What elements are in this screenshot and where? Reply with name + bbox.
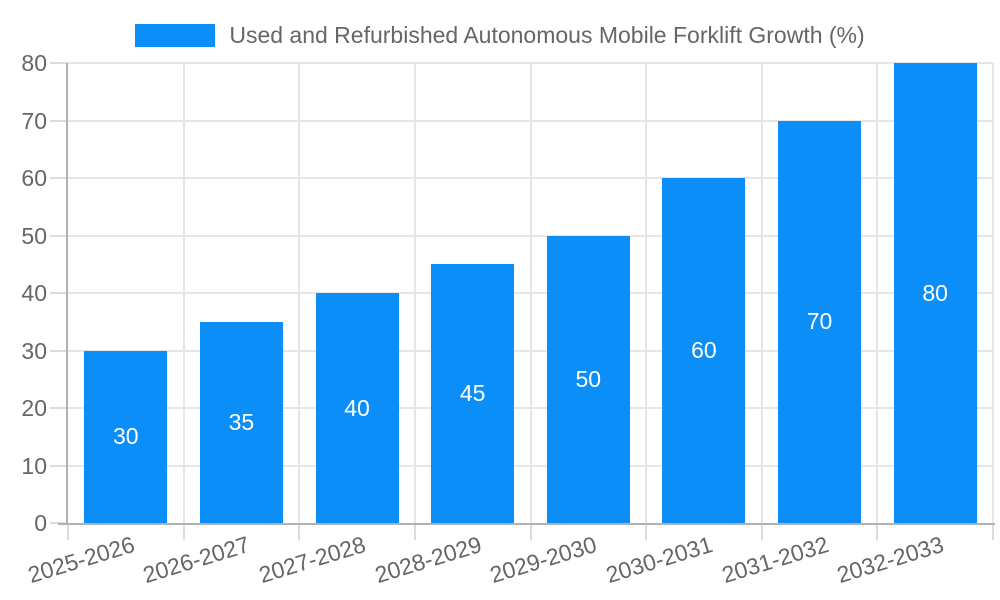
y-axis-tick (50, 349, 68, 352)
y-tick-label: 10 (21, 452, 47, 479)
y-axis-tick (50, 177, 68, 179)
x-tick-label: 2026-2027 (140, 531, 254, 589)
x-axis-tick (298, 523, 301, 540)
x-tick-label: 2025-2026 (24, 531, 138, 589)
vertical-gridline (182, 63, 185, 523)
y-axis-tick (50, 62, 68, 64)
bar-value-label: 30 (113, 423, 139, 450)
bar: 40 (315, 293, 399, 523)
legend-label: Used and Refurbished Autonomous Mobile F… (229, 22, 865, 48)
bar: 45 (431, 264, 515, 523)
vertical-gridline (760, 63, 763, 523)
legend-item[interactable]: Used and Refurbished Autonomous Mobile F… (0, 22, 1000, 48)
y-tick-label: 20 (21, 395, 47, 421)
x-axis-tick (876, 523, 879, 540)
vertical-gridline (992, 63, 994, 523)
x-axis-tick (760, 523, 763, 540)
y-axis-tick (50, 407, 68, 409)
vertical-gridline (529, 63, 532, 523)
x-axis-tick (992, 523, 994, 540)
x-tick-label: 2028-2029 (371, 531, 485, 589)
x-axis-tick (645, 523, 648, 540)
bar-value-label: 50 (575, 365, 602, 392)
bar: 30 (84, 350, 168, 523)
x-tick-label: 2029-2030 (487, 531, 600, 589)
x-axis-tick (413, 523, 416, 540)
legend-color-swatch (135, 23, 216, 47)
x-tick-label: 2032-2033 (833, 531, 947, 589)
x-axis-tick (67, 523, 69, 540)
x-tick-label: 2030-2031 (602, 531, 716, 589)
x-tick-label: 2027-2028 (255, 531, 369, 589)
y-tick-label: 80 (21, 50, 47, 76)
vertical-gridline (645, 63, 648, 523)
y-axis-tick (50, 464, 68, 467)
vertical-gridline (413, 63, 416, 523)
y-axis-tick (50, 292, 68, 294)
vertical-gridline (298, 63, 301, 523)
y-axis-tick (50, 119, 68, 122)
y-tick-label: 60 (21, 165, 47, 191)
bar: 80 (893, 63, 977, 523)
bar-value-label: 80 (922, 279, 948, 306)
y-tick-label: 40 (21, 280, 47, 306)
y-tick-label: 70 (21, 107, 47, 134)
x-axis-line (58, 523, 995, 525)
bar-value-label: 60 (691, 337, 717, 363)
vertical-gridline (876, 63, 879, 523)
bar-value-label: 40 (344, 394, 370, 421)
bar: 50 (546, 235, 630, 523)
bar-value-label: 70 (806, 308, 833, 335)
y-tick-label: 30 (21, 337, 47, 364)
x-axis-tick (182, 523, 185, 540)
bar: 70 (778, 120, 862, 523)
y-axis-line (66, 63, 68, 525)
bar: 35 (199, 321, 283, 523)
y-axis-tick (50, 234, 68, 237)
bar-value-label: 35 (228, 408, 255, 435)
y-tick-label: 50 (21, 222, 47, 249)
bar-value-label: 45 (459, 380, 486, 407)
bar: 60 (662, 178, 746, 523)
y-tick-label: 0 (34, 510, 47, 536)
x-tick-label: 2031-2032 (718, 531, 832, 589)
x-axis-tick (529, 523, 532, 540)
